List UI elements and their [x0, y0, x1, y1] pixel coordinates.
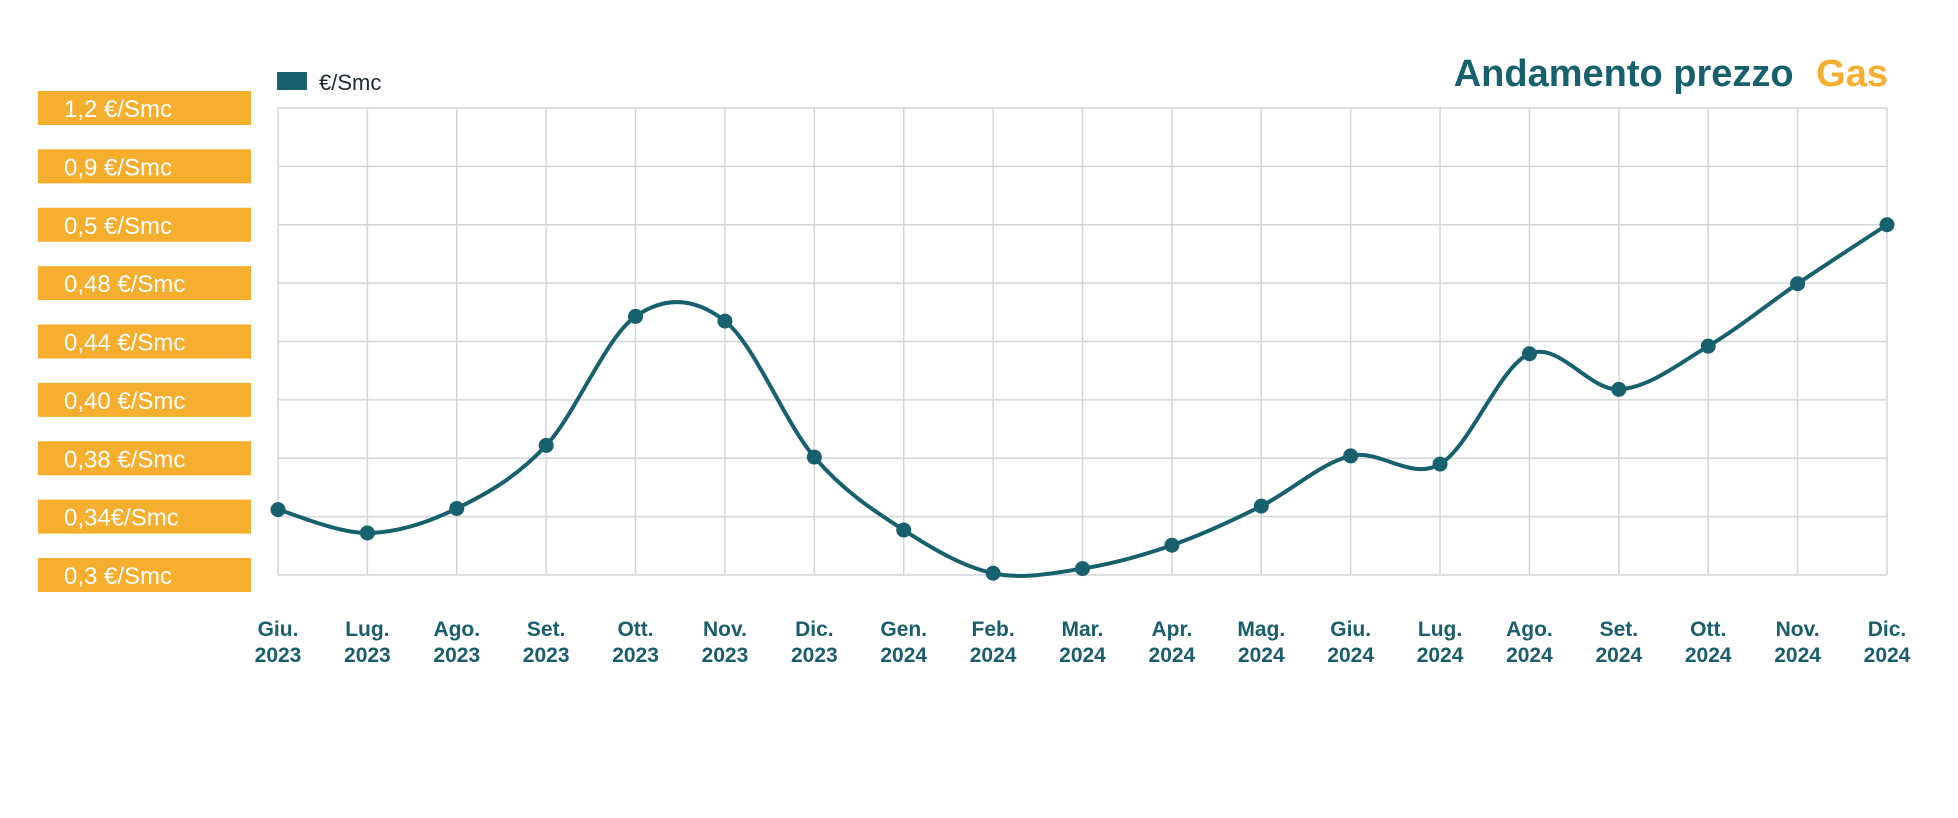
x-tick-label-month: Apr.	[1151, 618, 1192, 641]
x-tick-label-month: Ago.	[433, 618, 480, 641]
chart-grid	[277, 107, 1888, 576]
x-tick-label-year: 2023	[702, 644, 749, 667]
data-point	[1790, 276, 1806, 292]
data-point	[717, 313, 733, 329]
chart-title: Andamento prezzo Gas	[1454, 53, 1888, 95]
x-tick-label-year: 2024	[1327, 644, 1374, 667]
y-tick-label: 1,2 €/Smc	[64, 96, 172, 123]
data-point	[1343, 448, 1359, 464]
x-tick-label-month: Feb.	[972, 618, 1015, 641]
data-point	[270, 502, 286, 518]
y-tick-label: 0,9 €/Smc	[64, 154, 172, 181]
x-tick-label-year: 2024	[1417, 644, 1464, 667]
y-tick-label: 0,5 €/Smc	[64, 213, 172, 240]
y-tick-badge	[38, 207, 251, 242]
legend-swatch	[277, 72, 307, 90]
x-tick-label-year: 2023	[344, 644, 391, 667]
x-tick-label-month: Dic.	[795, 618, 834, 641]
x-tick-label-month: Lug.	[345, 618, 389, 641]
x-tick-label-year: 2024	[1238, 644, 1285, 667]
x-tick-label-month: Nov.	[703, 618, 747, 641]
x-tick-label-month: Mar.	[1061, 618, 1103, 641]
data-point	[896, 522, 912, 538]
data-point	[449, 500, 465, 516]
legend-label: €/Smc	[319, 70, 381, 95]
y-tick-label: 0,44 €/Smc	[64, 330, 185, 357]
data-point	[1432, 456, 1448, 472]
y-tick-badge	[38, 266, 251, 301]
data-point	[359, 525, 375, 541]
y-tick-badge	[38, 441, 251, 476]
y-tick-badge	[38, 382, 251, 417]
x-tick-label-year: 2024	[1774, 644, 1821, 667]
x-tick-label-year: 2023	[255, 644, 302, 667]
data-point	[985, 565, 1001, 581]
data-point	[1075, 561, 1090, 577]
series-line	[270, 217, 1895, 581]
y-tick-label: 0,3 €/Smc	[64, 563, 172, 590]
y-tick-badge	[38, 558, 251, 592]
x-tick-label-month: Mag.	[1237, 618, 1285, 641]
x-tick-label-month: Set.	[527, 618, 566, 641]
x-tick-label-year: 2024	[1864, 644, 1911, 667]
x-tick-label-month: Giu.	[1330, 618, 1371, 641]
x-tick-label-year: 2024	[970, 644, 1017, 667]
y-tick-label: 0,40 €/Smc	[64, 388, 185, 415]
x-tick-label-month: Dic.	[1868, 618, 1907, 641]
data-point	[1879, 217, 1895, 233]
x-tick-label-year: 2023	[791, 644, 838, 667]
data-point	[1611, 381, 1627, 397]
y-tick-badge	[38, 149, 251, 184]
data-point	[1700, 338, 1716, 354]
x-tick-label-month: Set.	[1600, 618, 1639, 641]
x-tick-label-month: Ott.	[617, 618, 653, 641]
x-tick-label-month: Gen.	[880, 618, 927, 641]
chart-title-accent: Gas	[1816, 53, 1888, 95]
x-tick-label-month: Ott.	[1690, 618, 1726, 641]
x-tick-label-month: Giu.	[258, 618, 299, 641]
y-tick-label: 0,38 €/Smc	[64, 446, 185, 473]
x-tick-label-month: Ago.	[1506, 618, 1553, 641]
y-tick-label: 0,48 €/Smc	[64, 271, 185, 298]
data-point	[538, 437, 554, 453]
x-tick-label-year: 2024	[1059, 644, 1106, 667]
y-tick-badge	[38, 324, 251, 359]
data-point	[628, 308, 644, 324]
data-point	[1521, 346, 1537, 362]
x-tick-label-year: 2024	[1149, 644, 1196, 667]
x-tick-label-year: 2023	[433, 644, 480, 667]
chart-title-main: Andamento prezzo	[1454, 53, 1794, 95]
x-tick-label-month: Lug.	[1418, 618, 1462, 641]
x-tick-label-year: 2024	[1595, 644, 1642, 667]
x-tick-label-year: 2024	[880, 644, 927, 667]
data-point	[1253, 498, 1269, 514]
data-point	[806, 449, 822, 465]
x-tick-label-year: 2023	[612, 644, 659, 667]
y-tick-label: 0,34€/Smc	[64, 505, 179, 532]
y-tick-badge	[38, 499, 251, 534]
x-tick-label-year: 2024	[1685, 644, 1732, 667]
x-tick-label-year: 2024	[1506, 644, 1553, 667]
legend: €/Smc	[277, 70, 381, 95]
x-tick-label-month: Nov.	[1776, 618, 1820, 641]
x-tick-label-year: 2023	[523, 644, 570, 667]
y-axis: 1,2 €/Smc 0,9 €/Smc 0,5 €/Smc 0,48 €/Smc 0,4…	[38, 91, 251, 592]
x-axis: Giu. 2023 Lug. 2023 Ago. 2023 Set. 2023 Ott. 2023…	[255, 618, 1911, 667]
data-point	[1164, 537, 1180, 553]
y-tick-badge	[38, 91, 251, 125]
